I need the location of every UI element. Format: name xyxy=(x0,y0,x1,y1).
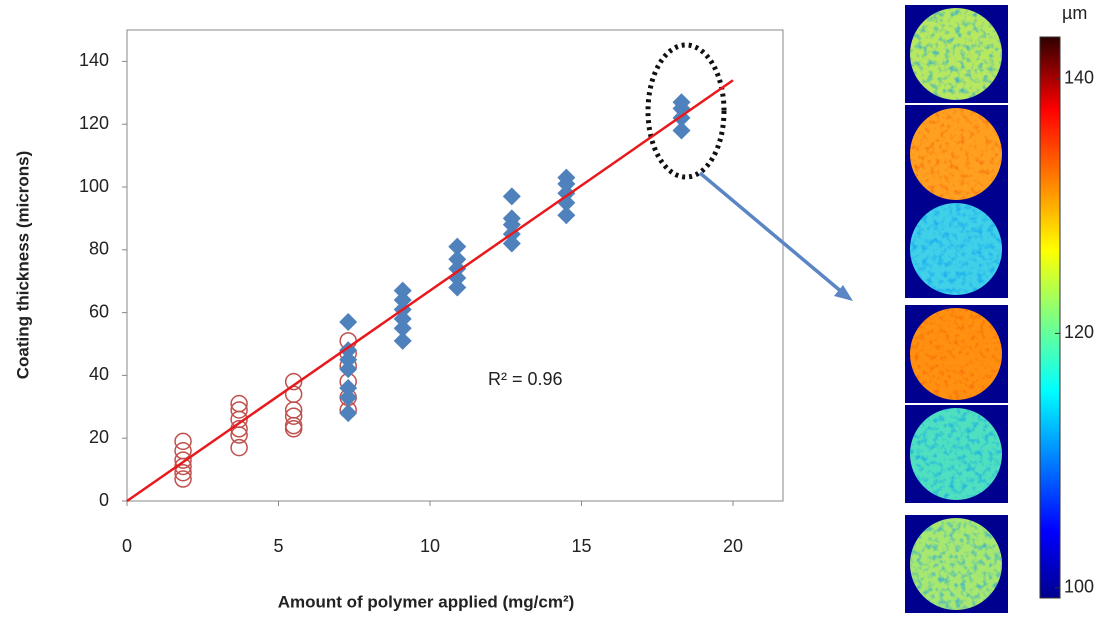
x-tick-label: 0 xyxy=(122,536,132,556)
colorbar xyxy=(1039,36,1061,599)
y-tick-label: 100 xyxy=(79,176,109,196)
point xyxy=(339,313,358,332)
point xyxy=(174,470,192,488)
point xyxy=(174,451,192,469)
point xyxy=(393,331,412,350)
highlight-ellipse xyxy=(645,42,727,180)
point xyxy=(284,407,303,425)
y-axis-title: Coating thickness (microns) xyxy=(13,151,32,380)
annotation: R² = 0.96 xyxy=(488,369,563,389)
colorbar-tick-label: 140 xyxy=(1064,68,1094,88)
y-tick-label: 0 xyxy=(99,490,109,510)
heatmaps xyxy=(905,5,1008,613)
point xyxy=(339,378,358,397)
point xyxy=(339,388,358,407)
heatmap-texture xyxy=(910,308,1002,400)
plot-frame xyxy=(126,29,784,502)
point xyxy=(284,372,303,391)
point xyxy=(448,250,467,269)
point xyxy=(174,463,192,482)
arrow-line xyxy=(698,171,845,295)
point xyxy=(339,350,358,369)
fit-line xyxy=(126,79,734,503)
x-tick-label: 20 xyxy=(723,536,743,556)
x-tick-label: 10 xyxy=(420,536,440,556)
heatmap-texture xyxy=(910,8,1002,100)
point xyxy=(393,319,412,338)
heatmap-texture xyxy=(910,203,1002,295)
point xyxy=(393,281,412,300)
point xyxy=(230,426,248,444)
heatmap-texture xyxy=(910,108,1002,200)
point xyxy=(339,404,358,423)
point xyxy=(557,174,576,193)
point xyxy=(284,420,303,438)
point xyxy=(393,291,412,310)
x-tick-label: 15 xyxy=(571,536,591,556)
arrow-head xyxy=(834,285,853,301)
colorbar-unit: µm xyxy=(1062,3,1087,23)
x-tick-label: 5 xyxy=(273,536,283,556)
point xyxy=(502,187,521,206)
y-tick-label: 80 xyxy=(89,239,109,259)
point xyxy=(230,401,248,419)
point xyxy=(174,442,192,460)
point xyxy=(557,206,576,225)
point xyxy=(174,432,192,451)
point xyxy=(230,438,248,457)
point xyxy=(393,309,412,328)
point xyxy=(339,360,358,379)
x-axis-title: Amount of polymer applied (mg/cm²) xyxy=(278,592,575,611)
y-tick-label: 120 xyxy=(79,113,109,133)
heatmap-texture xyxy=(910,408,1002,500)
heatmap-texture xyxy=(910,518,1002,610)
colorbar-tick-label: 120 xyxy=(1064,322,1094,342)
y-tick-label: 60 xyxy=(89,301,109,321)
colorbar-tick-label: 100 xyxy=(1064,577,1094,597)
point xyxy=(448,259,467,278)
y-tick-label: 20 xyxy=(89,427,109,447)
point xyxy=(672,121,691,140)
point xyxy=(448,278,467,297)
point xyxy=(448,237,467,256)
y-tick-label: 140 xyxy=(79,50,109,70)
y-tick-label: 40 xyxy=(89,364,109,384)
point xyxy=(502,234,521,253)
